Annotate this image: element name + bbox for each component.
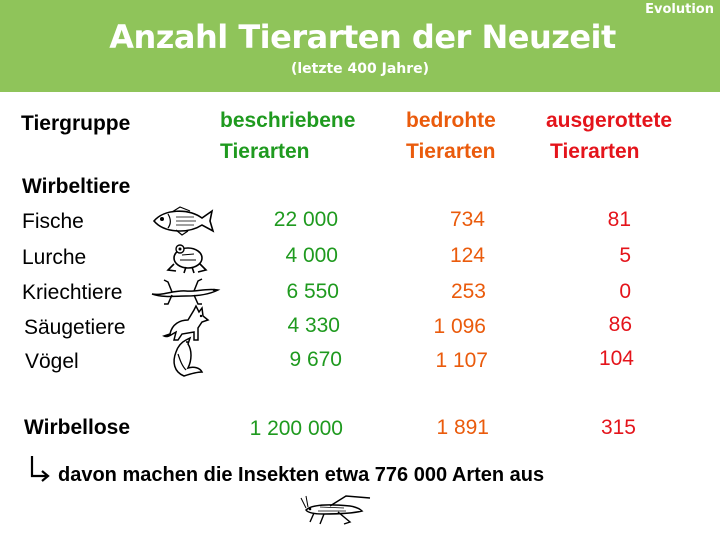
column-header-extinct-line2: Tierarten: [550, 140, 640, 163]
value-described-voegel: 9 670: [289, 348, 342, 371]
column-header-described-line1: beschriebene: [220, 109, 356, 132]
frog-icon: [166, 244, 208, 274]
value-threatened-wirbellose: 1 891: [436, 416, 489, 439]
section-heading-vertebrates: Wirbeltiere: [22, 175, 131, 198]
arrow-return-icon: [30, 456, 50, 482]
column-header-threatened-line2: Tierarten: [406, 140, 496, 163]
value-threatened-lurche: 124: [449, 244, 485, 267]
bird-icon: [173, 336, 204, 377]
title-banner: Evolution Anzahl Tierarten der Neuzeit (…: [0, 0, 720, 92]
value-described-lurche: 4 000: [285, 244, 338, 267]
row-label-lurche: Lurche: [22, 246, 87, 269]
row-label-saeugetiere: Säugetiere: [24, 316, 126, 339]
value-threatened-voegel: 1 107: [435, 349, 488, 372]
value-extinct-wirbellose: 315: [600, 416, 636, 439]
value-extinct-lurche: 5: [619, 244, 631, 267]
fox-icon: [162, 304, 210, 341]
section-label: Evolution: [645, 2, 714, 17]
column-header-threatened-line1: bedrohte: [406, 109, 496, 132]
value-described-wirbellose: 1 200 000: [249, 417, 343, 440]
value-extinct-kriechtiere: 0: [619, 280, 631, 303]
value-described-kriechtiere: 6 550: [286, 280, 339, 303]
insects-note: davon machen die Insekten etwa 776 000 A…: [58, 464, 545, 486]
row-label-wirbellose: Wirbellose: [24, 416, 131, 439]
fish-icon: [152, 206, 215, 236]
row-label-voegel: Vögel: [25, 350, 79, 373]
value-described-fische: 22 000: [273, 208, 338, 231]
value-threatened-saeugetiere: 1 096: [433, 315, 486, 338]
page-title: Anzahl Tierarten der Neuzeit: [109, 18, 616, 56]
column-header-group: Tiergruppe: [21, 112, 131, 135]
value-described-saeugetiere: 4 330: [287, 314, 340, 337]
column-header-extinct-line1: ausgerottete: [546, 109, 673, 132]
value-extinct-voegel: 104: [598, 347, 634, 370]
page-subtitle: (letzte 400 Jahre): [290, 61, 430, 77]
value-extinct-saeugetiere: 86: [608, 313, 632, 336]
lizard-icon: [151, 278, 221, 305]
value-threatened-kriechtiere: 253: [450, 280, 486, 303]
row-label-kriechtiere: Kriechtiere: [22, 281, 123, 304]
value-threatened-fische: 734: [449, 208, 485, 231]
value-extinct-fische: 81: [607, 208, 631, 231]
row-label-fische: Fische: [22, 210, 84, 233]
grasshopper-icon: [300, 495, 371, 525]
column-header-described-line2: Tierarten: [220, 140, 310, 163]
